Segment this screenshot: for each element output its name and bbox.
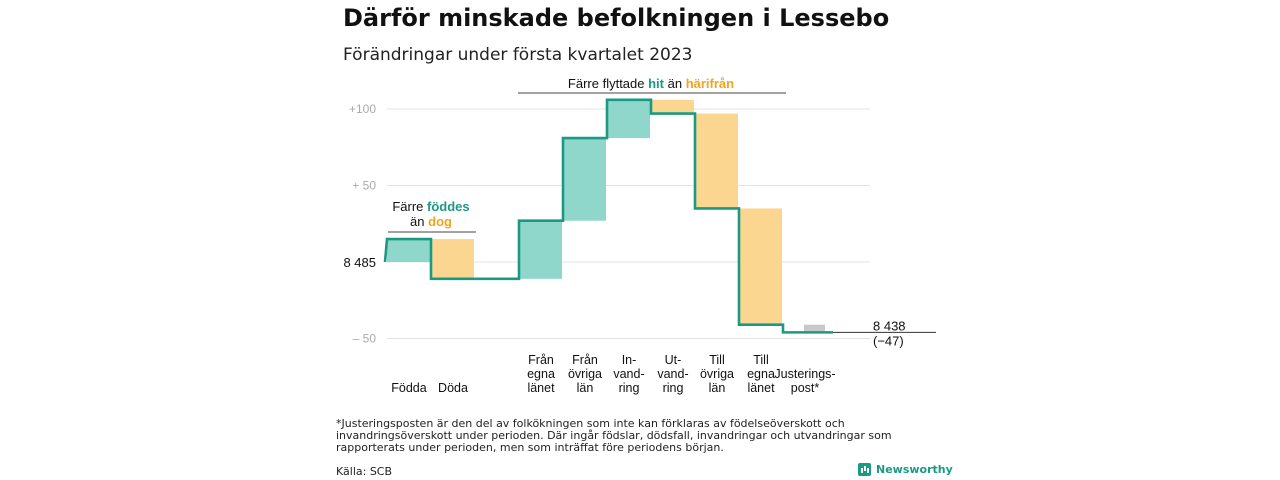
category-label: Till övriga län	[700, 353, 734, 395]
newsworthy-brand: Newsworthy	[858, 463, 953, 476]
annotation-births-deaths: Färre föddes	[392, 199, 469, 214]
waterfall-bar	[695, 113, 738, 209]
waterfall-bar	[431, 239, 474, 279]
chart-title: Därför minskade befolkningen i Lessebo	[343, 4, 890, 32]
source-label: Källa: SCB	[336, 465, 393, 478]
category-label: Döda	[438, 381, 468, 395]
chart-subtitle: Förändringar under första kvartalet 2023	[343, 45, 693, 65]
annotation-migration: Färre flyttade hit än härifrån	[568, 76, 734, 91]
y-tick-label: – 50	[353, 332, 377, 346]
category-label: Till egna länet	[747, 353, 775, 395]
category-label: Ut-vand-ring	[657, 353, 688, 395]
end-change-label: (−47)	[873, 333, 904, 348]
waterfall-bar	[804, 324, 825, 333]
category-label: In-vand-ring	[613, 353, 644, 395]
category-label: Födda	[391, 381, 426, 395]
end-value-label: 8 438	[873, 318, 906, 333]
waterfall-bar	[563, 138, 606, 221]
y-tick-label: + 50	[352, 179, 376, 193]
waterfall-bar	[651, 99, 694, 114]
waterfall-bar	[387, 239, 430, 262]
waterfall-bar	[519, 220, 562, 279]
category-label: Från egna länet	[527, 353, 555, 395]
category-label: Från övriga län	[568, 353, 602, 395]
brand-name: Newsworthy	[876, 463, 953, 476]
newsworthy-logo-icon	[858, 463, 871, 476]
waterfall-bar	[607, 99, 650, 139]
waterfall-bar	[739, 208, 782, 325]
cumulative-line	[383, 98, 833, 334]
y-tick-label: +100	[349, 102, 376, 116]
start-value-label: 8 485	[343, 255, 376, 270]
footnote: *Justeringsposten är den del av folkökni…	[336, 417, 892, 454]
annotation-births-deaths-line2: än dog	[410, 214, 452, 229]
category-label: Justerings-post*	[774, 367, 835, 395]
